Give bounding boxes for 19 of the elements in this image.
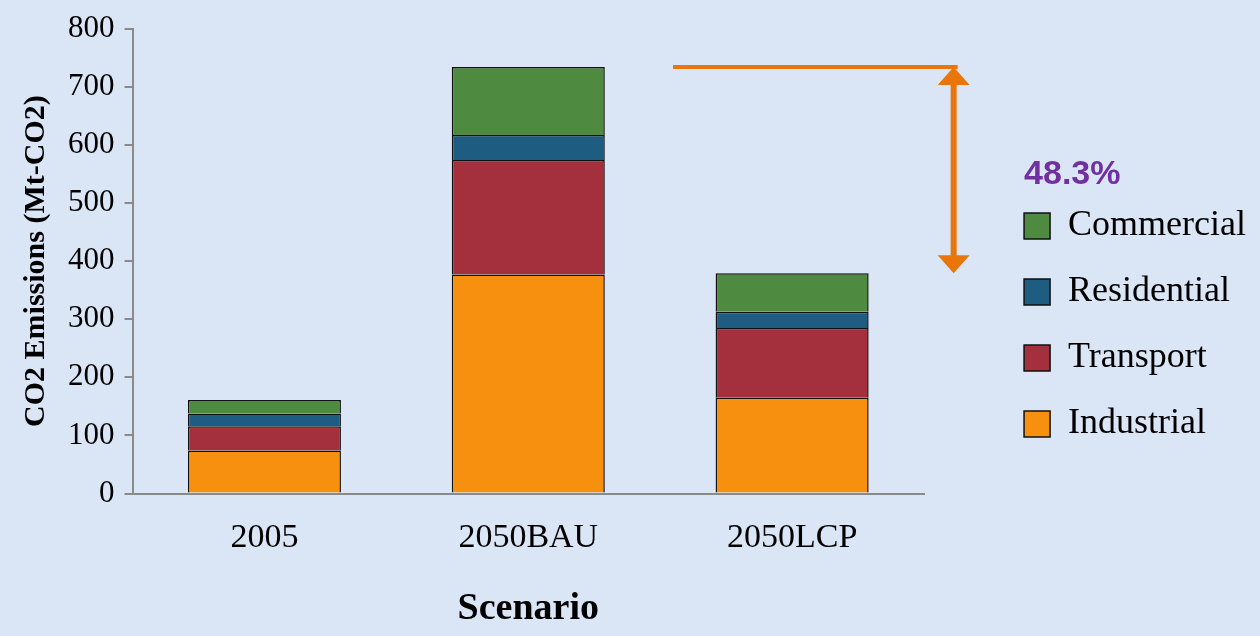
y-tick-label: 500	[68, 183, 115, 219]
y-tick-label: 300	[68, 299, 115, 335]
y-tick-label: 200	[68, 357, 115, 393]
y-tick-label: 0	[99, 473, 115, 509]
y-axis-title: CO2 Emissions (Mt-CO2)	[16, 95, 51, 427]
y-tick-label: 700	[68, 66, 115, 102]
x-axis-title: Scenario	[457, 585, 599, 628]
legend-label: Industrial	[1068, 401, 1207, 442]
y-tick-label: 400	[68, 241, 115, 277]
x-tick-label: 2005	[230, 516, 299, 554]
y-tick-label: 600	[68, 124, 115, 160]
legend-label: Residential	[1068, 269, 1231, 310]
y-tick-label: 100	[68, 415, 115, 451]
legend-label: Commercial	[1068, 203, 1247, 244]
x-tick-label: 2050BAU	[458, 516, 599, 554]
x-tick-label: 2050LCP	[726, 516, 858, 554]
legend-label: Transport	[1068, 335, 1207, 376]
text: 48.3%	[1024, 153, 1121, 192]
y-tick-label: 800	[68, 8, 115, 44]
